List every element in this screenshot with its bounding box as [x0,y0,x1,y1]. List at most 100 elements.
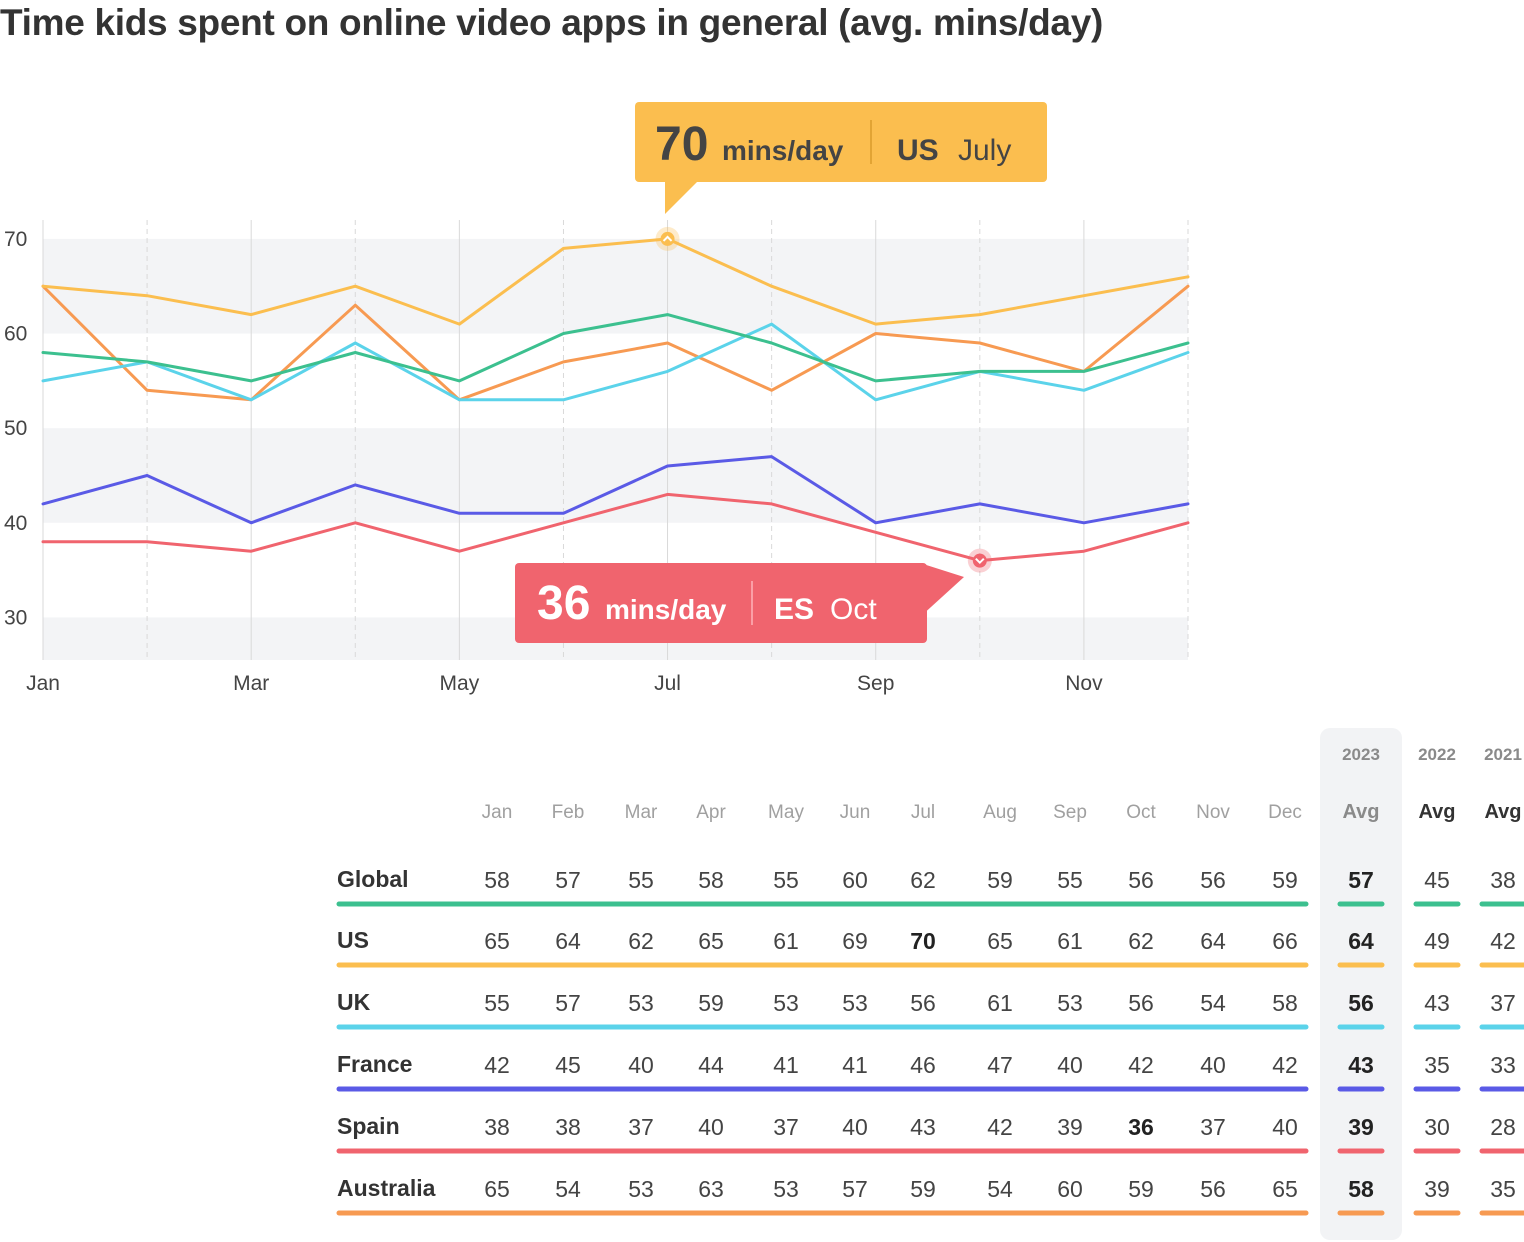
cell-us-sep: 61 [1057,928,1083,954]
cell-global-avg-2023: 57 [1348,867,1374,893]
cell-spain-avg-2023: 39 [1348,1114,1374,1140]
cell-uk-mar: 53 [628,990,654,1016]
cell-us-jul: 70 [910,928,936,954]
cell-us-nov: 64 [1200,928,1226,954]
cell-global-oct: 56 [1128,867,1154,893]
callout-value-0: 70 [655,118,708,171]
axes: 30 40 50 60 70 Jan Mar May Jul Sep Nov [4,228,1103,695]
cell-us-avg-2021: 42 [1490,928,1516,954]
year-header-2021: 2021 [1484,745,1522,764]
callout-period-1: Oct [830,593,877,626]
cell-spain-avg-2022: 30 [1424,1114,1450,1140]
cell-spain-oct: 36 [1128,1114,1154,1140]
avg-2023-highlight [1320,728,1402,1240]
month-header-aug: Aug [983,802,1017,823]
line-spain [41,492,1190,563]
y-tick-70: 70 [4,228,27,251]
month-header-mar: Mar [625,802,658,823]
callout-country-0: US [897,134,939,167]
cell-global-apr: 58 [698,867,724,893]
cell-australia-jan: 65 [484,1176,510,1202]
chevron-up-icon [662,235,673,242]
month-header-dec: Dec [1268,802,1302,823]
cell-global-jun: 60 [842,867,868,893]
cell-spain-sep: 39 [1057,1114,1083,1140]
cell-spain-nov: 37 [1200,1114,1226,1140]
y-tick-40: 40 [4,512,27,535]
series-lines [41,237,1190,563]
month-header-sep: Sep [1053,802,1087,823]
cell-france-jan: 42 [484,1052,510,1078]
cell-us-aug: 65 [987,928,1013,954]
cell-us-jan: 65 [484,928,510,954]
cell-uk-avg-2021: 37 [1490,990,1516,1016]
cell-france-feb: 45 [555,1052,581,1078]
cell-spain-jan: 38 [484,1114,510,1140]
cell-australia-feb: 54 [555,1176,581,1202]
callout-box-1 [515,563,927,643]
callout-value-1: 36 [537,577,590,630]
avg-header-2023: Avg [1342,801,1379,823]
row-label-us: US [337,927,369,953]
callout-unit-0: mins/day [722,135,844,166]
x-tick-may: May [440,672,480,695]
cell-uk-nov: 54 [1200,990,1226,1016]
month-header-nov: Nov [1196,802,1230,823]
cell-spain-apr: 40 [698,1114,724,1140]
month-header-jan: Jan [482,802,513,823]
x-tick-jan: Jan [26,672,60,695]
row-label-australia: Australia [337,1175,436,1201]
chart-title: Time kids spent on online video apps in … [0,2,1104,43]
cell-france-mar: 40 [628,1052,654,1078]
line-global [41,313,1190,383]
cell-france-nov: 40 [1200,1052,1226,1078]
cell-global-avg-2021: 38 [1490,867,1516,893]
cell-australia-jul: 59 [910,1176,936,1202]
vertical-gridlines [42,220,1189,660]
cell-australia-avg-2021: 35 [1490,1176,1516,1202]
callout-country-1: ES [774,593,814,626]
cell-france-sep: 40 [1057,1052,1083,1078]
y-tick-60: 60 [4,323,27,346]
cell-france-apr: 44 [698,1052,724,1078]
cell-us-dec: 66 [1272,928,1298,954]
cell-global-dec: 59 [1272,867,1298,893]
cell-spain-jun: 40 [842,1114,868,1140]
cell-global-sep: 55 [1057,867,1083,893]
cell-france-may: 41 [773,1052,799,1078]
cell-us-avg-2022: 49 [1424,928,1450,954]
cell-uk-dec: 58 [1272,990,1298,1016]
month-header-oct: Oct [1126,802,1156,823]
cell-us-oct: 62 [1128,928,1154,954]
cell-uk-jan: 55 [484,990,510,1016]
cell-uk-avg-2022: 43 [1424,990,1450,1016]
cell-australia-aug: 54 [987,1176,1013,1202]
callout-tail-1 [920,563,964,617]
cell-uk-may: 53 [773,990,799,1016]
year-header-2023: 2023 [1342,745,1380,764]
highlight-markers [655,226,992,573]
cell-france-aug: 47 [987,1052,1013,1078]
x-tick-jul: Jul [654,672,681,695]
cell-uk-apr: 59 [698,990,724,1016]
cell-spain-may: 37 [773,1114,799,1140]
avg-header-2021: Avg [1484,801,1521,823]
marker-dot-1 [972,553,987,568]
line-australia [41,284,1190,402]
cell-us-apr: 65 [698,928,724,954]
cell-australia-avg-2023: 58 [1348,1176,1374,1202]
band-0 [43,238,1188,334]
cell-us-jun: 69 [842,928,868,954]
y-tick-30: 30 [4,606,27,629]
line-us [41,237,1190,326]
cell-spain-jul: 43 [910,1114,936,1140]
cell-global-mar: 55 [628,867,654,893]
cell-australia-nov: 56 [1200,1176,1226,1202]
cell-france-oct: 42 [1128,1052,1154,1078]
avg-header-2022: Avg [1418,801,1455,823]
line-france [41,455,1190,525]
cell-global-aug: 59 [987,867,1013,893]
cell-global-avg-2022: 45 [1424,867,1450,893]
cell-australia-mar: 53 [628,1176,654,1202]
cell-uk-jun: 53 [842,990,868,1016]
